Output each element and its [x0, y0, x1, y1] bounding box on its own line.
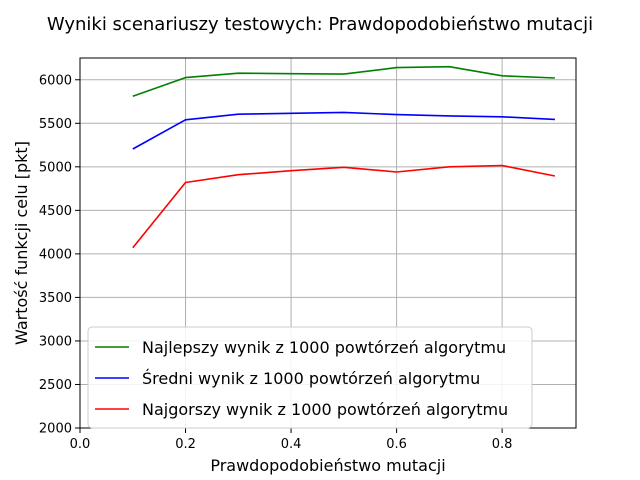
y-tick-label: 5500	[39, 117, 72, 132]
y-tick-label: 2000	[39, 422, 72, 437]
x-tick-label: 0.8	[492, 437, 513, 452]
series-lines	[132, 65, 556, 249]
y-tick-label: 6000	[39, 73, 72, 88]
series-line-2	[132, 111, 555, 150]
x-tick-label: 0.0	[70, 437, 91, 452]
y-tick-label: 2500	[39, 378, 72, 393]
y-axis-label: Wartość funkcji celu [pkt]	[12, 141, 31, 345]
x-tick-label: 0.6	[386, 437, 407, 452]
y-tick-label: 3500	[39, 291, 72, 306]
y-tick-label: 4500	[39, 204, 72, 219]
series-line-3	[132, 164, 556, 249]
series-line-1	[132, 65, 555, 98]
legend: Najlepszy wynik z 1000 powtórzeń algoryt…	[87, 326, 533, 429]
y-tick-label: 5000	[39, 160, 72, 175]
y-tick-label: 3000	[39, 334, 72, 349]
x-axis-label: Prawdopodobieństwo mutacji	[210, 456, 445, 475]
legend-box	[87, 326, 533, 429]
legend-label-3: Najgorszy wynik z 1000 powtórzeń algoryt…	[142, 400, 508, 419]
chart-title: Wyniki scenariuszy testowych: Prawdopodo…	[47, 14, 593, 35]
y-tick-label: 4000	[39, 247, 72, 262]
x-tick-label: 0.2	[175, 437, 196, 452]
x-tick-label: 0.4	[281, 437, 302, 452]
legend-label-1: Najlepszy wynik z 1000 powtórzeń algoryt…	[142, 338, 506, 357]
axis-ticks: 0.0 0.2 0.4 0.6 0.8 2000 2500 3000 3500 4000 4500 5…	[39, 73, 513, 452]
legend-label-2: Średni wynik z 1000 powtórzeń algorytmu	[142, 369, 480, 388]
